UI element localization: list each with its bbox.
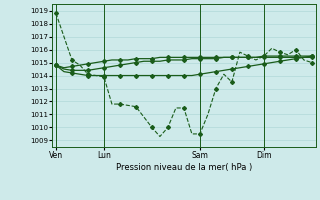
X-axis label: Pression niveau de la mer( hPa ): Pression niveau de la mer( hPa ) xyxy=(116,163,252,172)
